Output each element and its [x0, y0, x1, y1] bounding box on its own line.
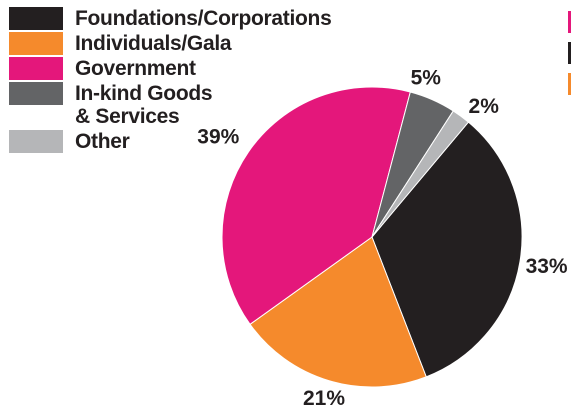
pie-slice-foundations	[371, 121, 523, 378]
legend-swatch-other	[9, 130, 63, 153]
pie-slice-individuals	[249, 236, 427, 388]
legend-swatch-inkind	[9, 82, 63, 105]
decor-mark-black	[568, 42, 571, 64]
data-label-foundations: 33%	[526, 255, 568, 278]
legend-swatch-individuals	[9, 32, 63, 55]
data-label-other: 2%	[469, 95, 500, 118]
legend-swatch-government	[9, 57, 63, 80]
legend-label-other: Other	[75, 130, 130, 153]
legend-item-foundations: Foundations/Corporations	[9, 7, 332, 32]
legend-item-inkind: In-kind Goods & Services	[9, 82, 331, 130]
legend-label-individuals: Individuals/Gala	[75, 32, 232, 55]
chart-legend: Foundations/Corporations Individuals/Gal…	[9, 7, 332, 155]
pie-data-labels: 33% 21% 39% 5% 2%	[197, 66, 568, 410]
data-label-individuals: 21%	[303, 387, 345, 410]
legend-label-inkind: In-kind Goods & Services	[75, 82, 213, 128]
pie-slices	[221, 86, 523, 388]
legend-swatch-foundations	[9, 7, 63, 30]
legend-item-individuals: Individuals/Gala	[9, 32, 331, 57]
legend-label-government: Government	[75, 57, 196, 80]
decor-mark-magenta	[568, 11, 571, 33]
pie-slice-other	[371, 110, 470, 238]
pie-slice-government	[221, 86, 411, 326]
legend-item-other: Other	[9, 130, 331, 155]
data-label-government: 39%	[197, 126, 239, 149]
decor-mark-orange	[568, 73, 571, 95]
legend-item-government: Government	[9, 57, 331, 82]
data-label-inkind: 5%	[411, 66, 442, 89]
legend-label-foundations: Foundations/Corporations	[75, 7, 332, 30]
